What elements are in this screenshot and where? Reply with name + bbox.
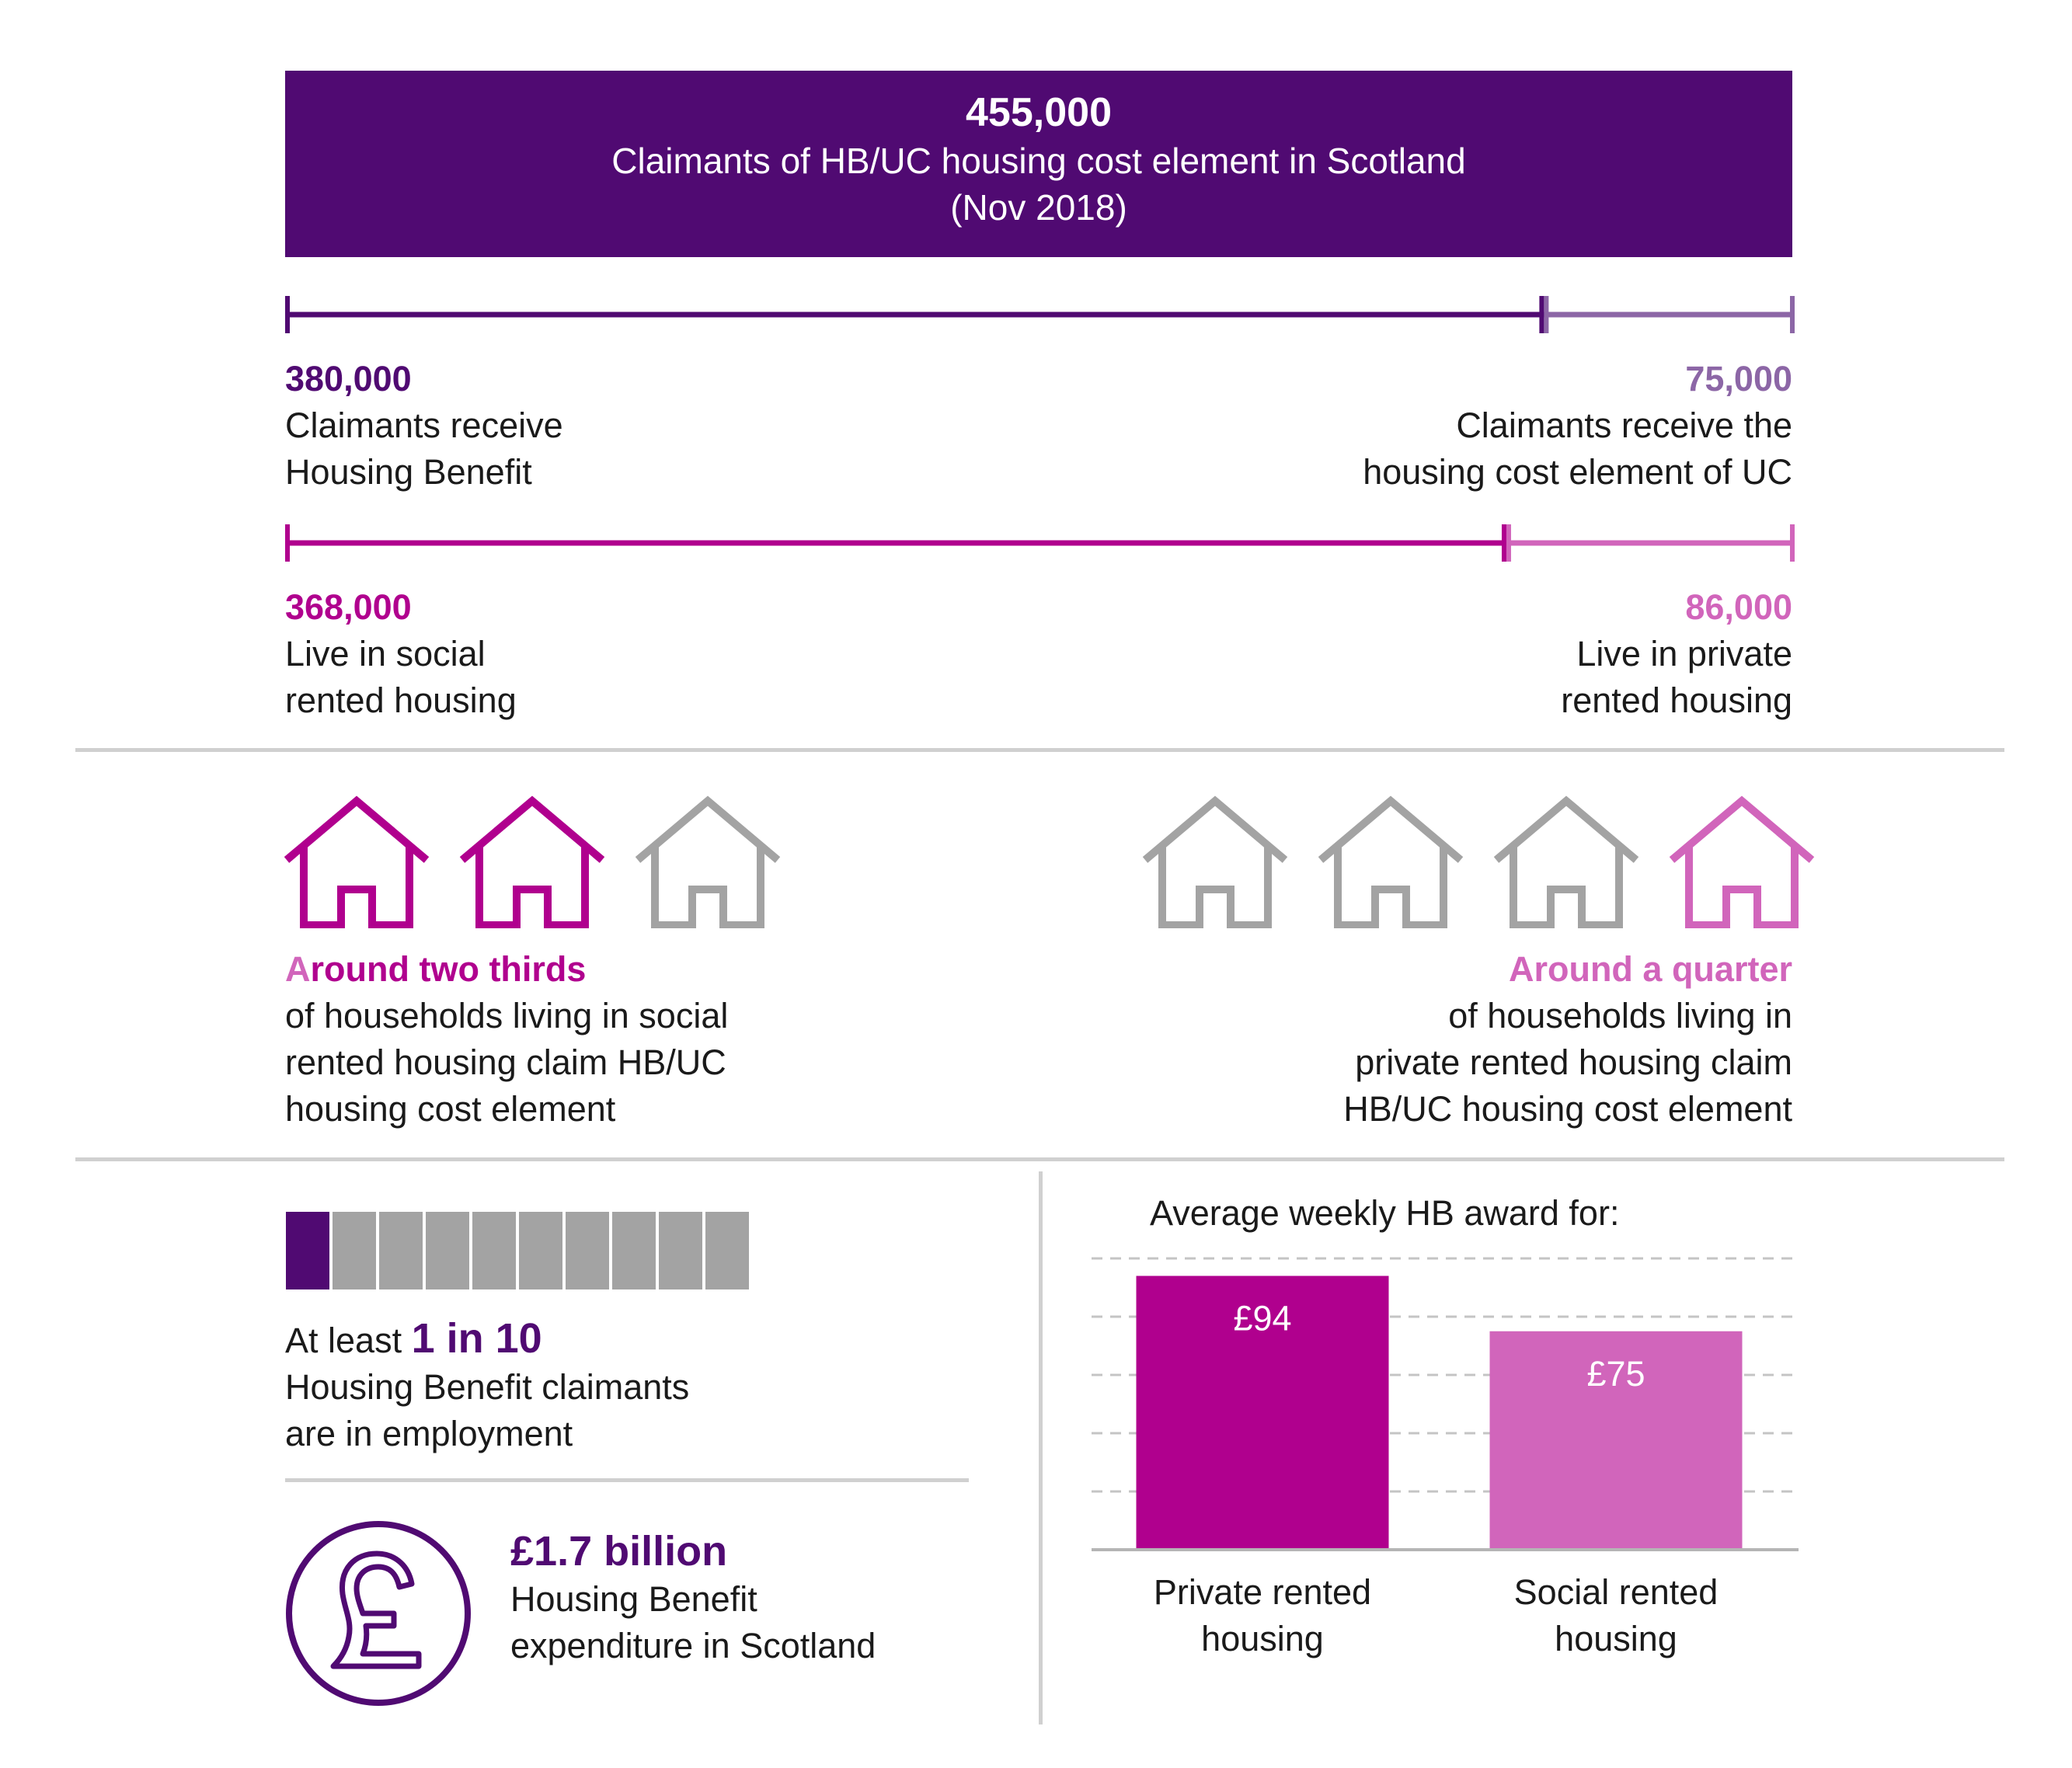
total-claimants-value: 455,000 <box>966 90 1112 135</box>
housing-benefit-label-1: Claimants receive <box>285 405 563 445</box>
employment-square <box>566 1212 609 1289</box>
employment-square <box>333 1212 376 1289</box>
private-share-block: Around a quarter of households living in… <box>1015 946 1792 1133</box>
house-icon-highlighted <box>1669 795 1815 928</box>
private-rented-value: 86,000 <box>1685 587 1792 627</box>
section-divider <box>75 748 2004 752</box>
social-share-heading-first: A <box>285 949 311 989</box>
private-share-line-2: private rented housing claim <box>1355 1042 1792 1082</box>
private-rented-label-2: rented housing <box>1561 680 1792 720</box>
uc-block: 75,000 Claimants receive the housing cos… <box>1015 356 1792 496</box>
private-share-line-3: HB/UC housing cost element <box>1343 1089 1792 1129</box>
social-share-line-3: housing cost element <box>285 1089 616 1129</box>
total-claimants-banner: 455,000 Claimants of HB/UC housing cost … <box>285 71 1792 257</box>
employment-line-2: Housing Benefit claimants <box>285 1367 690 1407</box>
house-icon <box>1318 795 1464 928</box>
expenditure-line-2: expenditure in Scotland <box>510 1626 876 1665</box>
employment-square <box>659 1212 702 1289</box>
employment-square <box>379 1212 423 1289</box>
uc-label-1: Claimants receive the <box>1456 405 1792 445</box>
pound-sign-icon <box>286 1521 471 1706</box>
employment-prefix: At least <box>285 1321 412 1360</box>
social-houses-row <box>284 795 781 928</box>
housing-benefit-label-2: Housing Benefit <box>285 452 532 492</box>
employment-square <box>612 1212 656 1289</box>
average-award-chart: £94 Private rented housing £75 Social rented… <box>1092 1257 1799 1658</box>
social-rented-value: 368,000 <box>285 587 412 627</box>
bar-private-rented <box>1136 1276 1389 1550</box>
expenditure-block: £1.7 billion Housing Benefit expenditure… <box>510 1526 876 1669</box>
bar-value-label: £75 <box>1586 1354 1645 1394</box>
house-icon-highlighted <box>284 795 430 928</box>
employment-square-filled <box>286 1212 329 1289</box>
category-label: housing <box>1201 1619 1324 1658</box>
category-label: Social rented <box>1514 1572 1719 1612</box>
expenditure-value: £1.7 billion <box>510 1528 728 1575</box>
housing-benefit-value: 380,000 <box>285 359 412 398</box>
housing-benefit-block: 380,000 Claimants receive Housing Benefi… <box>285 356 563 496</box>
tenure-split-bar <box>285 524 1795 562</box>
private-rented-label-1: Live in private <box>1576 634 1792 673</box>
employment-square <box>705 1212 749 1289</box>
employment-square <box>472 1212 516 1289</box>
category-label: housing <box>1555 1619 1677 1658</box>
total-claimants-label: Claimants of HB/UC housing cost element … <box>611 141 1466 181</box>
section-divider <box>75 1157 2004 1161</box>
social-rented-block: 368,000 Live in social rented housing <box>285 584 517 724</box>
employment-square <box>426 1212 469 1289</box>
benefit-split-bar <box>285 296 1795 333</box>
employment-squares <box>286 1212 752 1289</box>
house-icon <box>1493 795 1639 928</box>
social-share-heading: Around two thirds <box>285 946 728 993</box>
employment-block: At least 1 in 10 Housing Benefit claiman… <box>285 1315 689 1457</box>
bar-social-rented <box>1489 1331 1743 1550</box>
social-rented-label-2: rented housing <box>285 680 517 720</box>
private-share-line-1: of households living in <box>1448 996 1792 1035</box>
social-rented-label-1: Live in social <box>285 634 486 673</box>
employment-square <box>519 1212 562 1289</box>
column-divider <box>1039 1171 1043 1724</box>
house-icon <box>1142 795 1288 928</box>
private-houses-row <box>1142 795 1815 928</box>
uc-value: 75,000 <box>1685 359 1792 398</box>
house-icon-highlighted <box>459 795 605 928</box>
employment-ratio: 1 in 10 <box>411 1315 542 1362</box>
employment-line-3: are in employment <box>285 1414 573 1453</box>
uc-label-2: housing cost element of UC <box>1363 452 1792 492</box>
total-claimants-date: (Nov 2018) <box>950 187 1127 228</box>
private-share-heading: Around a quarter <box>1508 949 1792 989</box>
subsection-divider <box>285 1478 969 1482</box>
bar-value-label: £94 <box>1233 1299 1291 1338</box>
category-label: Private rented <box>1154 1572 1371 1612</box>
chart-title: Average weekly HB award for: <box>1150 1193 1620 1233</box>
social-share-heading-rest: round two thirds <box>310 949 587 989</box>
social-share-line-1: of households living in social <box>285 996 729 1035</box>
social-share-line-2: rented housing claim HB/UC <box>285 1042 726 1082</box>
social-share-block: Around two thirds of households living i… <box>285 946 728 1133</box>
house-icon <box>635 795 781 928</box>
expenditure-line-1: Housing Benefit <box>510 1579 757 1619</box>
private-rented-block: 86,000 Live in private rented housing <box>1015 584 1792 724</box>
